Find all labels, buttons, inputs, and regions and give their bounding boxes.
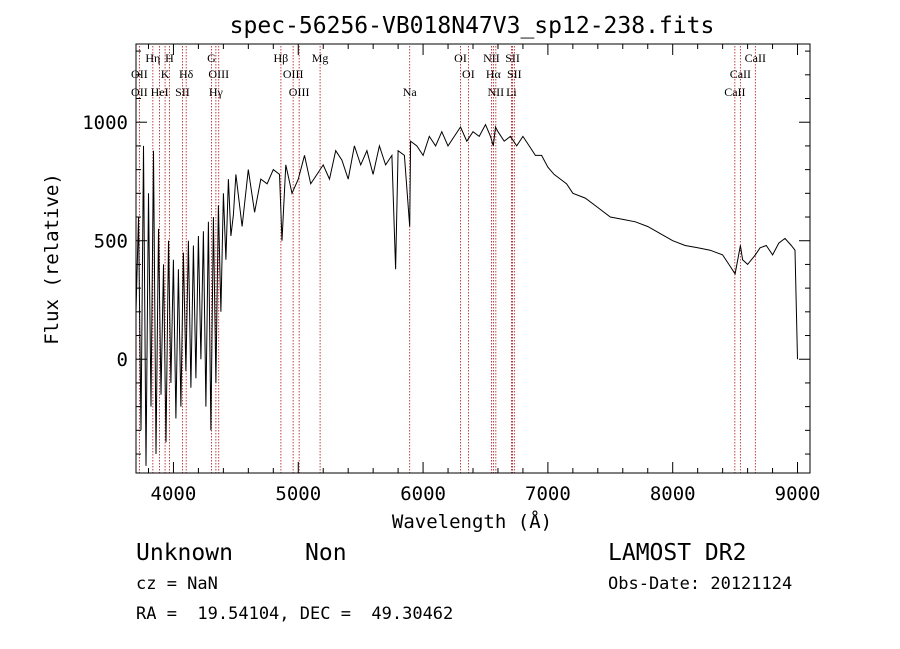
x-axis-label: Wavelength (Å)	[392, 510, 552, 533]
feature-label: Hα	[486, 67, 502, 81]
feature-label: Hβ	[274, 51, 289, 65]
x-tick-label: 9000	[775, 483, 821, 505]
feature-label: Na	[403, 85, 418, 99]
feature-label: Hδ	[179, 67, 194, 81]
x-tick-label: 7000	[525, 483, 571, 505]
feature-label: HeI	[151, 85, 169, 99]
chart-title: spec-56256-VB018N47V3_sp12-238.fits	[230, 13, 715, 39]
feature-label: OIII	[289, 85, 310, 99]
spectral-feature-labels: OII OII Hη HK Hδ HeI SII G OIII Hγ Hβ OIII OIII Mg Na O…	[131, 51, 766, 99]
object-class: Unknown	[136, 540, 233, 566]
coordinates: RA = 19.54104, DEC = 49.30462	[136, 604, 453, 624]
feature-label: K	[161, 67, 170, 81]
feature-label: SII	[175, 85, 190, 99]
object-subclass: Non	[305, 540, 347, 566]
survey-name: LAMOST DR2	[608, 540, 746, 566]
feature-label: Mg	[312, 51, 329, 65]
x-tick-label: 6000	[400, 483, 446, 505]
y-axis: 0 500 1000	[82, 50, 810, 455]
feature-label: Hγ	[209, 85, 224, 99]
y-tick-label: 500	[94, 231, 128, 253]
plot-frame	[135, 43, 811, 474]
flux-series-line	[135, 123, 798, 466]
feature-label: OI	[462, 67, 475, 81]
x-axis: 4000 5000 6000 7000 8000 9000	[147, 44, 821, 505]
feature-label: SII	[505, 51, 520, 65]
feature-label: OI	[454, 51, 467, 65]
feature-label: Hη	[145, 51, 160, 65]
feature-label: SII	[507, 67, 522, 81]
spectral-feature-lines	[138, 46, 756, 473]
feature-label: OII	[131, 85, 148, 99]
feature-label: CaII	[745, 51, 766, 65]
feature-label: CaII	[730, 67, 751, 81]
y-tick-label: 1000	[82, 112, 128, 134]
feature-label: H	[165, 51, 174, 65]
y-axis-label: Flux (relative)	[41, 173, 63, 345]
feature-label: G	[207, 51, 216, 65]
redshift-cz: cz = NaN	[136, 574, 218, 594]
feature-label: CaII	[724, 85, 745, 99]
y-tick-label: 0	[117, 349, 128, 371]
feature-label: NII	[483, 51, 500, 65]
x-tick-label: 5000	[275, 483, 321, 505]
feature-label: OII	[131, 67, 148, 81]
observation-date: Obs-Date: 20121124	[608, 574, 792, 594]
x-tick-label: 8000	[650, 483, 696, 505]
feature-label: NII	[488, 85, 505, 99]
feature-label: OIII	[208, 67, 229, 81]
x-tick-label: 4000	[151, 483, 197, 505]
feature-label: Li	[506, 85, 517, 99]
feature-label: OIII	[283, 67, 304, 81]
